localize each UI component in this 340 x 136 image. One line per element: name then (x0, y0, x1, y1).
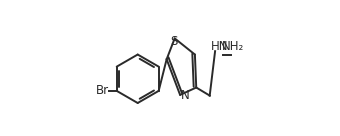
Text: S: S (170, 35, 178, 48)
Text: N: N (181, 89, 190, 102)
Text: HN: HN (210, 40, 228, 52)
Text: Br: Br (96, 84, 109, 97)
Text: NH₂: NH₂ (222, 40, 244, 52)
